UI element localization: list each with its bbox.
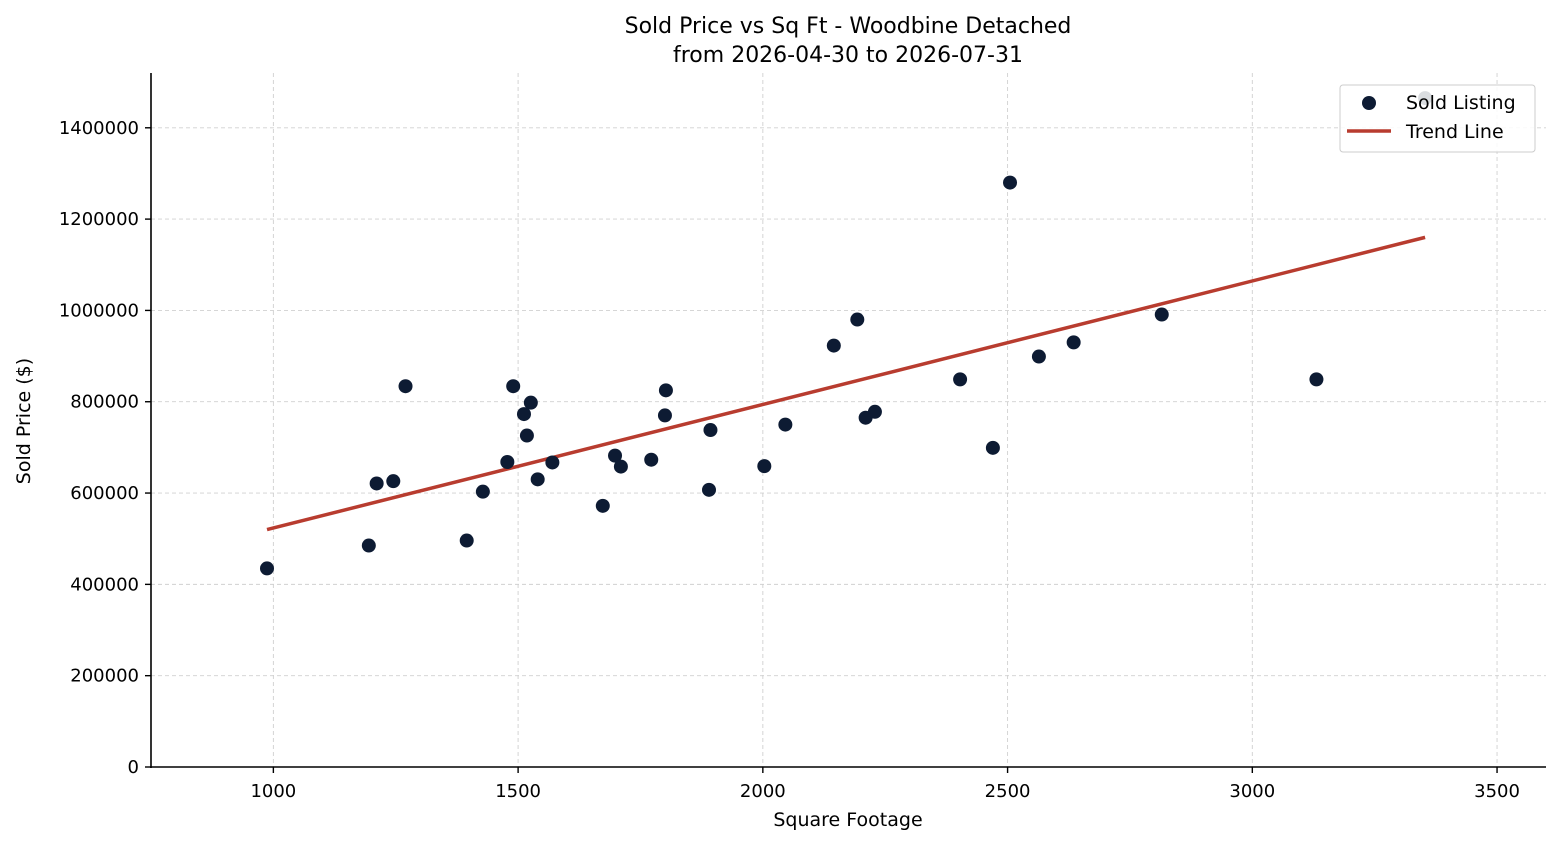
x-tick-label: 2000 <box>740 781 786 802</box>
points-layer <box>260 91 1433 576</box>
chart-title: Sold Price vs Sq Ft - Woodbine Detached <box>625 14 1072 39</box>
sold-listing-point <box>1066 335 1081 350</box>
y-tick-label: 600000 <box>70 483 139 504</box>
x-tick-label: 1500 <box>495 781 541 802</box>
sold-listing-point <box>369 476 384 491</box>
y-tick-label: 0 <box>128 757 139 778</box>
y-tick-label: 1000000 <box>59 300 139 321</box>
sold-listing-point <box>778 417 793 432</box>
sold-listing-point <box>703 423 718 438</box>
sold-listing-point <box>386 474 401 489</box>
grid <box>151 73 1546 768</box>
sold-listing-point <box>1031 349 1046 364</box>
y-tick-label: 800000 <box>70 392 139 413</box>
sold-listing-point <box>475 484 490 499</box>
sold-listing-point <box>506 379 521 394</box>
sold-listing-point <box>850 312 865 327</box>
y-tick-label: 1400000 <box>59 118 139 139</box>
sold-listing-point <box>1309 372 1324 387</box>
sold-listing-point <box>953 372 968 387</box>
y-tick-label: 1200000 <box>59 209 139 230</box>
sold-listing-point <box>260 561 275 576</box>
ticks: 1000 1500 2000 2500 3000 3500 0 200000 400000 600… <box>59 118 1520 802</box>
trend-layer <box>266 235 1426 532</box>
x-axis-label: Square Footage <box>773 809 922 831</box>
y-axis-label: Sold Price ($) <box>13 358 35 484</box>
sold-listing-point <box>613 459 628 474</box>
sold-listing-point <box>608 448 623 463</box>
y-tick-label: 200000 <box>70 666 139 687</box>
sold-listing-point <box>545 455 560 470</box>
legend-box <box>1339 84 1536 153</box>
sold-listing-point <box>523 395 538 410</box>
legend-label-sold-listing: Sold Listing <box>1406 92 1516 114</box>
sold-listing-point <box>398 379 413 394</box>
trend-line <box>266 235 1426 532</box>
legend-marker-sold-listing <box>1362 96 1376 110</box>
x-tick-label: 3500 <box>1474 781 1520 802</box>
sold-listing-point <box>500 455 515 470</box>
sold-listing-point <box>644 452 659 467</box>
sold-listing-point <box>867 404 882 419</box>
sold-listing-point <box>459 533 474 548</box>
axes <box>150 73 1546 768</box>
sold-listing-point <box>657 408 672 423</box>
sold-listing-point <box>985 440 1000 455</box>
legend-label-trend-line: Trend Line <box>1405 121 1504 143</box>
x-tick-label: 3000 <box>1229 781 1275 802</box>
sold-listing-point <box>757 459 772 474</box>
sold-listing-point <box>530 472 545 487</box>
y-tick-label: 400000 <box>70 574 139 595</box>
sold-listing-point <box>658 383 673 398</box>
sold-listing-point <box>1003 175 1018 190</box>
sold-listing-point <box>1154 307 1169 322</box>
sold-listing-point <box>826 338 841 353</box>
x-tick-label: 2500 <box>985 781 1031 802</box>
sold-listing-point <box>595 498 610 513</box>
sold-listing-point <box>702 482 716 497</box>
x-tick-label: 1000 <box>250 781 296 802</box>
sold-listing-point <box>519 428 534 443</box>
chart-subtitle: from 2026-04-30 to 2026-07-31 <box>673 43 1023 68</box>
sold-listing-point <box>516 407 531 422</box>
legend: Sold Listing Trend Line <box>1339 84 1536 153</box>
sold-listing-point <box>361 538 376 553</box>
